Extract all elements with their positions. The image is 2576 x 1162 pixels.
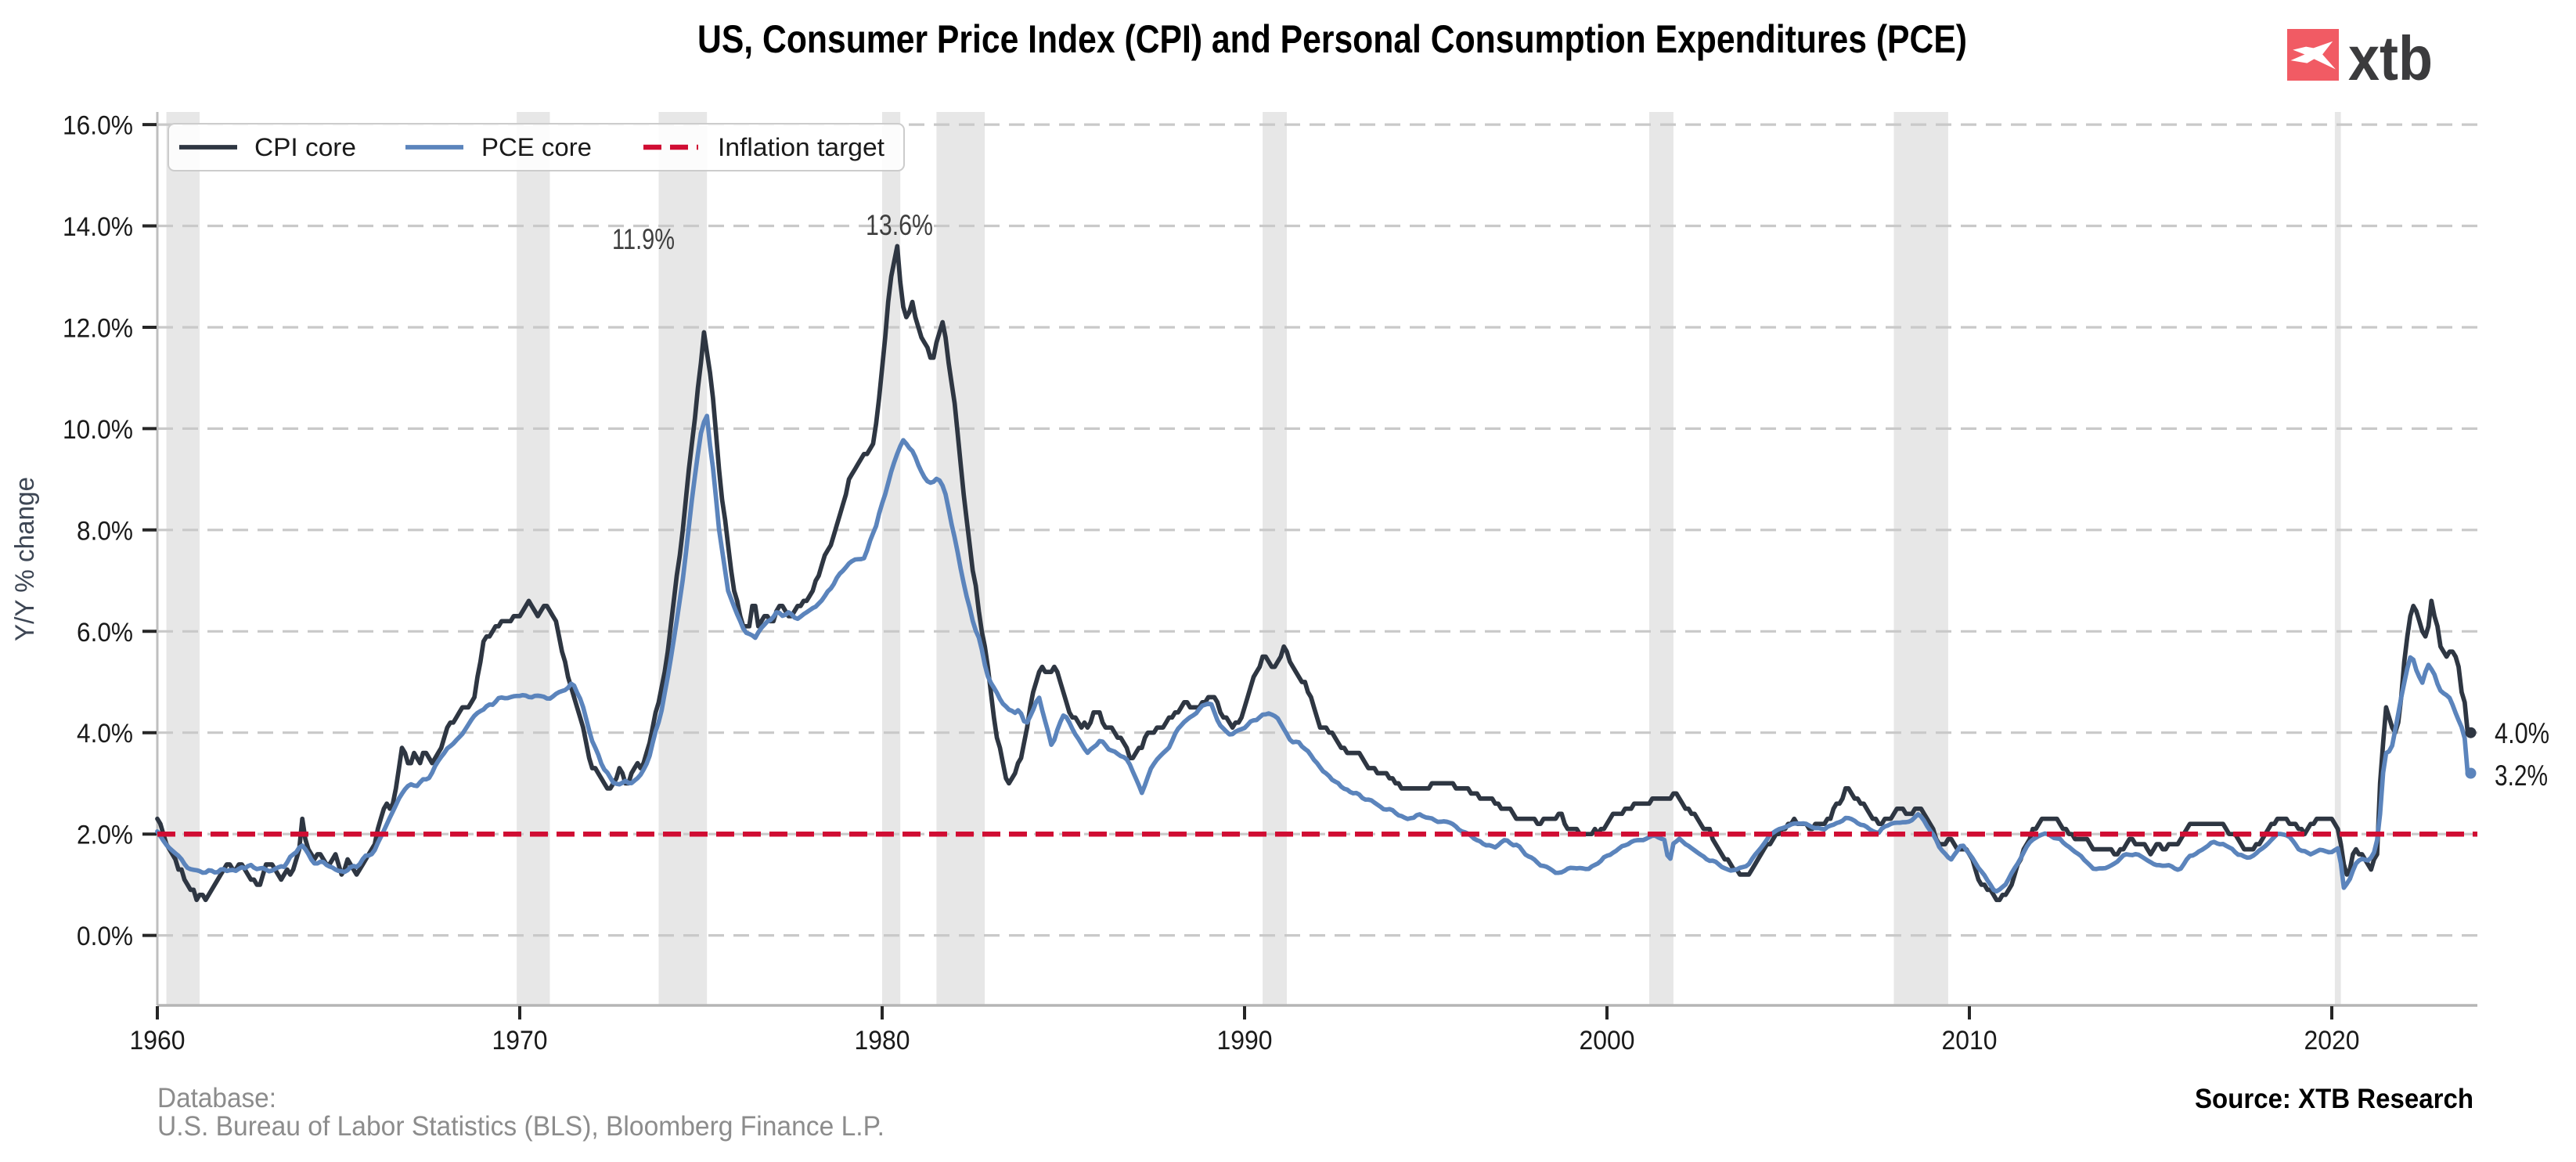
svg-text:2000: 2000: [1580, 1026, 1635, 1056]
svg-text:xtb: xtb: [2348, 23, 2433, 93]
svg-text:1970: 1970: [492, 1026, 548, 1056]
svg-text:PCE core: PCE core: [481, 133, 592, 161]
svg-text:CPI core: CPI core: [254, 133, 356, 161]
svg-text:14.0%: 14.0%: [63, 212, 133, 242]
svg-text:2020: 2020: [2304, 1026, 2360, 1056]
svg-text:Inflation target: Inflation target: [718, 133, 884, 161]
svg-text:6.0%: 6.0%: [77, 618, 133, 648]
svg-text:2010: 2010: [1942, 1026, 1998, 1056]
svg-text:12.0%: 12.0%: [63, 314, 133, 344]
svg-text:11.9%: 11.9%: [612, 223, 675, 255]
svg-text:3.2%: 3.2%: [2495, 760, 2548, 792]
svg-text:10.0%: 10.0%: [63, 415, 133, 445]
svg-text:Source: XTB Research: Source: XTB Research: [2195, 1084, 2473, 1114]
svg-text:0.0%: 0.0%: [77, 922, 133, 951]
svg-text:8.0%: 8.0%: [77, 516, 133, 546]
svg-text:2.0%: 2.0%: [77, 821, 133, 850]
svg-text:1960: 1960: [130, 1026, 186, 1056]
svg-text:US, Consumer Price Index (CPI): US, Consumer Price Index (CPI) and Perso…: [697, 17, 1967, 61]
svg-text:1980: 1980: [855, 1026, 910, 1056]
svg-text:Y/Y % change: Y/Y % change: [10, 477, 40, 641]
svg-text:U.S. Bureau of Labor Statistic: U.S. Bureau of Labor Statistics (BLS), B…: [157, 1111, 884, 1142]
svg-text:13.6%: 13.6%: [866, 209, 933, 241]
svg-text:1990: 1990: [1217, 1026, 1273, 1056]
svg-text:Database:: Database:: [157, 1083, 276, 1113]
svg-text:4.0%: 4.0%: [2495, 717, 2549, 749]
svg-text:4.0%: 4.0%: [77, 719, 133, 749]
svg-text:16.0%: 16.0%: [63, 111, 133, 141]
